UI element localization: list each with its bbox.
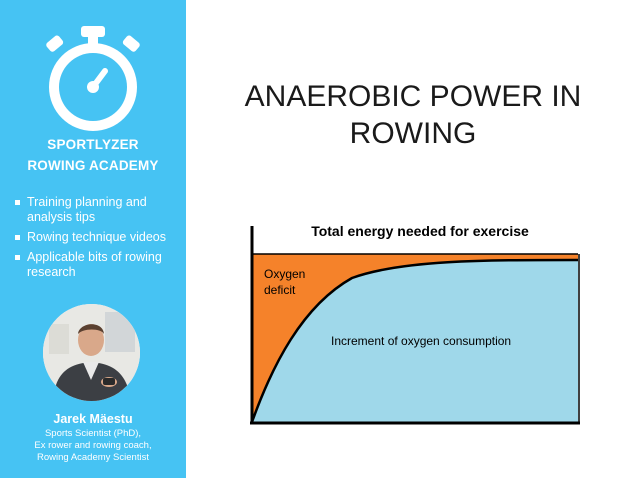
slide-title-line: ROWING	[349, 117, 477, 150]
deficit-label: deficit	[264, 283, 296, 297]
oxygen-consumption-curve	[250, 258, 579, 423]
author-role: Sports Scientist (PhD), Ex rower and row…	[0, 428, 186, 464]
author-role-line: Rowing Academy Scientist	[37, 452, 149, 463]
feature-item-videos: Rowing technique videos	[14, 230, 180, 245]
author-name: Jarek Mäestu	[53, 412, 133, 426]
feature-list: Training planning and analysis tips Rowi…	[14, 195, 180, 285]
consumption-label: Increment of oxygen consumption	[331, 334, 511, 348]
brand-subtitle: ROWING ACADEMY	[27, 158, 159, 173]
author-avatar	[43, 304, 140, 401]
feature-item-research: Applicable bits of rowing research	[14, 250, 180, 280]
slide-title: ANAEROBIC POWER IN ROWING	[218, 78, 608, 152]
slide-title-line: ANAEROBIC POWER IN	[244, 80, 582, 113]
stopwatch-icon	[46, 26, 140, 131]
oxygen-deficit-figure: Total energy needed for exercise Oxygen …	[242, 216, 588, 430]
sidebar: SPORTLYZER ROWING ACADEMY Training plann…	[0, 0, 186, 478]
feature-item-training: Training planning and analysis tips	[14, 195, 180, 225]
figure-title: Total energy needed for exercise	[311, 223, 529, 239]
author-role-line: Ex rower and rowing coach,	[34, 440, 152, 451]
deficit-label: Oxygen	[264, 267, 305, 281]
author-role-line: Sports Scientist (PhD),	[44, 428, 142, 439]
brand-name: SPORTLYZER	[47, 137, 139, 152]
oxygen-consumption-area	[252, 260, 578, 422]
